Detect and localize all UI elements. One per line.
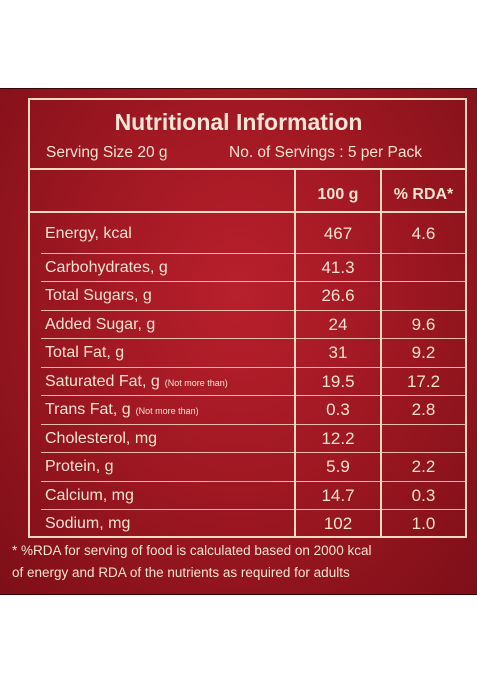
nutrient-name: Protein, g <box>45 458 114 475</box>
value-per-100g: 31 <box>328 343 348 362</box>
footnote-line-1: * %RDA for serving of food is calculated… <box>12 543 372 558</box>
row-divider <box>41 480 467 482</box>
nutrient-note: (Not more than) <box>164 377 228 388</box>
column-header-divider <box>28 211 467 213</box>
table-row-label: Carbohydrates, g <box>45 259 168 277</box>
nutrient-name: Added Sugar, g <box>45 315 156 333</box>
value-per-100g: 5.9 <box>326 457 350 476</box>
row-divider <box>41 423 467 425</box>
value-per-100g: 19.5 <box>321 371 355 391</box>
value-per-100g: 102 <box>323 514 353 533</box>
value-rda: 17.2 <box>406 371 441 391</box>
panel-title: Nutritional Information <box>114 109 363 135</box>
column-header-100g: 100 g <box>317 186 359 203</box>
table-row-label: Added Sugar, g <box>45 316 155 334</box>
value-per-100g: 0.3 <box>326 400 350 419</box>
table-row-label: Energy, kcal <box>45 225 132 243</box>
row-divider <box>41 338 467 339</box>
nutrient-name: Sodium, mg <box>45 515 131 532</box>
frame-right <box>465 98 467 538</box>
nutrient-name: Carbohydrates, g <box>45 258 168 276</box>
nutrient-name: Saturated Fat, g <box>45 372 160 390</box>
column-header-rda: % RDA* <box>393 186 454 203</box>
row-divider <box>41 509 467 510</box>
row-divider <box>41 395 467 396</box>
table-row-label: Saturated Fat, g (Not more than) <box>45 373 228 391</box>
table-row-label: Trans Fat, g (Not more than) <box>45 401 199 419</box>
row-divider <box>41 309 467 311</box>
nutrient-name: Total Sugars, g <box>45 287 152 304</box>
value-rda: 0.3 <box>411 485 436 505</box>
table-row-label: Total Fat, g <box>45 344 124 362</box>
frame-left <box>28 98 30 538</box>
frame-bottom <box>28 536 467 538</box>
value-per-100g: 26.6 <box>321 286 355 305</box>
row-divider <box>41 452 467 453</box>
table-row-label: Calcium, mg <box>45 487 134 505</box>
value-rda: 2.2 <box>411 457 436 476</box>
value-per-100g: 24 <box>328 314 348 334</box>
value-per-100g: 41.3 <box>321 257 355 277</box>
value-rda: 1.0 <box>411 514 436 533</box>
value-per-100g: 14.7 <box>321 485 355 505</box>
nutrient-name: Cholesterol, mg <box>45 429 158 447</box>
col-divider-2 <box>380 169 382 537</box>
value-rda: 4.6 <box>411 224 436 243</box>
nutrition-panel: Nutritional Information Serving Size 20 … <box>0 88 477 595</box>
value-per-100g: 12.2 <box>321 428 355 448</box>
value-per-100g: 467 <box>323 224 353 243</box>
nutrient-name: Total Fat, g <box>45 344 125 361</box>
row-divider <box>41 281 467 282</box>
frame-top <box>28 98 467 100</box>
table-row-label: Sodium, mg <box>45 515 130 533</box>
nutrient-name: Calcium, mg <box>45 486 134 504</box>
serving-size: Serving Size 20 g <box>46 144 168 161</box>
row-divider <box>41 366 467 368</box>
table-row-label: Protein, g <box>45 458 113 476</box>
header-divider <box>28 168 467 170</box>
nutrient-name: Energy, kcal <box>45 225 132 242</box>
table-row-label: Cholesterol, mg <box>45 430 157 448</box>
value-rda: 9.6 <box>411 314 436 334</box>
nutrient-name: Trans Fat, g <box>45 401 131 418</box>
value-rda: 9.2 <box>411 343 436 362</box>
col-divider-1 <box>294 169 296 537</box>
nutrient-note: (Not more than) <box>135 406 199 416</box>
footnote-line-2: of energy and RDA of the nutrients as re… <box>12 565 350 580</box>
row-divider <box>41 252 467 254</box>
value-rda: 2.8 <box>411 400 436 419</box>
table-row-label: Total Sugars, g <box>45 287 152 305</box>
servings-per-pack: No. of Servings : 5 per Pack <box>229 144 422 161</box>
